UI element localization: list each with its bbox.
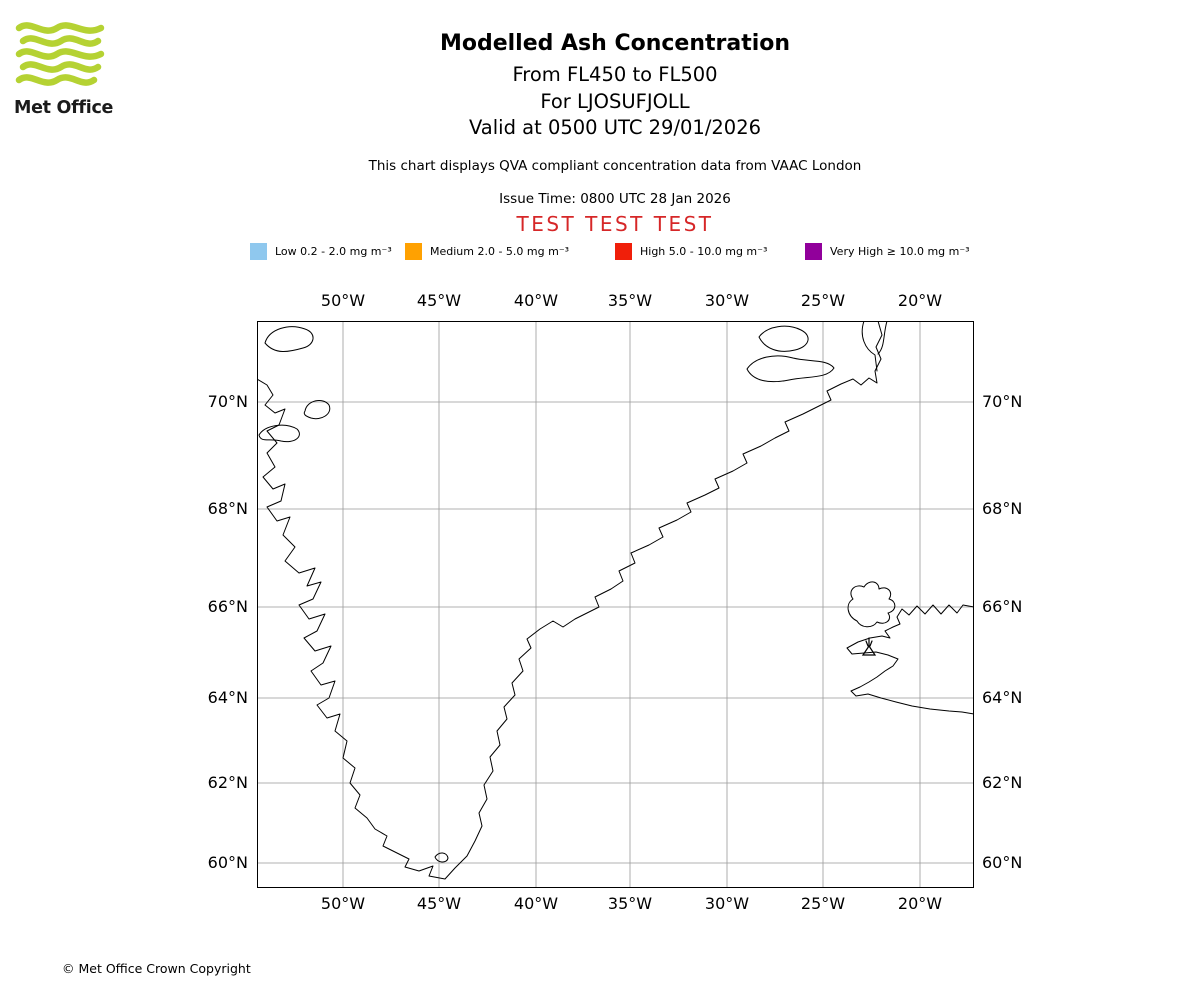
legend-item-low: Low 0.2 - 2.0 mg m⁻³ [250, 243, 392, 260]
legend-swatch-very-high [805, 243, 822, 260]
legend-label-medium: Medium 2.0 - 5.0 mg m⁻³ [430, 245, 570, 258]
greenland-west-islands [258, 326, 449, 863]
x-tick-bottom-40w: 40°W [513, 894, 559, 913]
map-canvas [257, 321, 974, 888]
iceland-coastline [846, 604, 974, 715]
legend-swatch-low [250, 243, 267, 260]
copyright-notice: © Met Office Crown Copyright [62, 961, 251, 976]
y-tick-right-64n: 64°N [982, 688, 1023, 707]
met-office-logo: Met Office [14, 20, 124, 118]
graticule [257, 321, 974, 888]
y-tick-right-68n: 68°N [982, 499, 1023, 518]
y-tick-left-62n: 62°N [207, 773, 248, 792]
x-tick-bottom-35w: 35°W [607, 894, 653, 913]
flight-level-line: From FL450 to FL500 [512, 63, 718, 86]
volcano-line: For LJOSUFJOLL [540, 90, 690, 113]
met-office-wordmark: Met Office [14, 98, 114, 118]
met-office-logo-waves [15, 22, 105, 86]
x-tick-top-40w: 40°W [513, 291, 559, 310]
y-tick-right-66n: 66°N [982, 597, 1023, 616]
qva-note: This chart displays QVA compliant concen… [368, 158, 862, 174]
legend-swatch-medium [405, 243, 422, 260]
legend-swatch-high [615, 243, 632, 260]
x-tick-top-50w: 50°W [320, 291, 366, 310]
test-banner: TEST TEST TEST [516, 212, 714, 236]
x-tick-top-35w: 35°W [607, 291, 653, 310]
x-tick-top-25w: 25°W [800, 291, 846, 310]
x-tick-top-20w: 20°W [897, 291, 943, 310]
x-tick-top-45w: 45°W [416, 291, 462, 310]
y-tick-right-62n: 62°N [982, 773, 1023, 792]
scoresby-sund-coast [746, 321, 888, 383]
legend-item-medium: Medium 2.0 - 5.0 mg m⁻³ [405, 243, 569, 260]
volcano-icon [861, 637, 877, 656]
legend-item-high: High 5.0 - 10.0 mg m⁻³ [615, 243, 767, 260]
legend-label-very-high: Very High ≥ 10.0 mg m⁻³ [830, 245, 970, 258]
valid-time-line: Valid at 0500 UTC 29/01/2026 [468, 116, 762, 139]
legend-item-very-high: Very High ≥ 10.0 mg m⁻³ [805, 243, 970, 260]
x-tick-bottom-45w: 45°W [416, 894, 462, 913]
x-tick-bottom-30w: 30°W [704, 894, 750, 913]
y-tick-left-60n: 60°N [207, 853, 248, 872]
y-tick-left-70n: 70°N [207, 392, 248, 411]
y-tick-left-68n: 68°N [207, 499, 248, 518]
y-tick-left-66n: 66°N [207, 597, 248, 616]
page-title: Modelled Ash Concentration [439, 31, 791, 56]
x-tick-top-30w: 30°W [704, 291, 750, 310]
legend-label-high: High 5.0 - 10.0 mg m⁻³ [640, 245, 768, 258]
issue-time: Issue Time: 0800 UTC 28 Jan 2026 [499, 191, 731, 207]
map-border [257, 321, 974, 888]
y-tick-left-64n: 64°N [207, 688, 248, 707]
greenland-coastline [257, 321, 883, 880]
iceland-westfjords-coastline [847, 581, 896, 628]
x-tick-bottom-50w: 50°W [320, 894, 366, 913]
legend-label-low: Low 0.2 - 2.0 mg m⁻³ [275, 245, 392, 258]
x-tick-bottom-20w: 20°W [897, 894, 943, 913]
y-tick-right-70n: 70°N [982, 392, 1023, 411]
y-tick-right-60n: 60°N [982, 853, 1023, 872]
x-tick-bottom-25w: 25°W [800, 894, 846, 913]
